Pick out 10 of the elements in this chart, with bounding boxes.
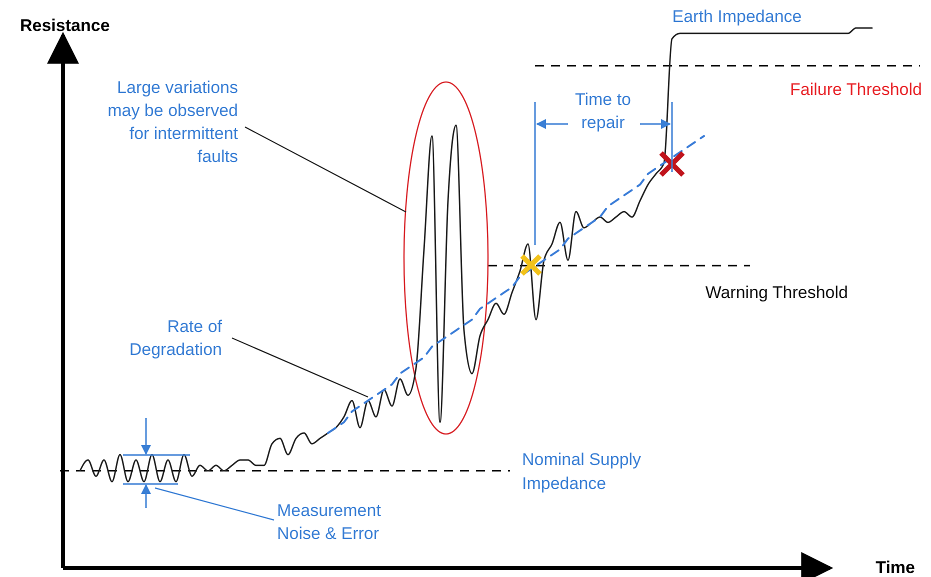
x-axis-title: Time: [876, 558, 915, 577]
annotation: Rate of Degradation: [129, 317, 222, 359]
ref-line-label: Failure Threshold: [790, 80, 922, 99]
ref-line-label: Nominal Supply Impedance: [522, 450, 642, 493]
y-axis-title: Resistance: [20, 16, 110, 35]
annotation: Measurement Noise & Error: [277, 501, 382, 543]
ref-line-label: Warning Threshold: [705, 283, 848, 302]
annotation: Large variations may be observed for intermittent faults: [108, 78, 238, 166]
text: Earth Impedance: [672, 7, 802, 26]
annotation: Time to repair: [574, 90, 632, 132]
